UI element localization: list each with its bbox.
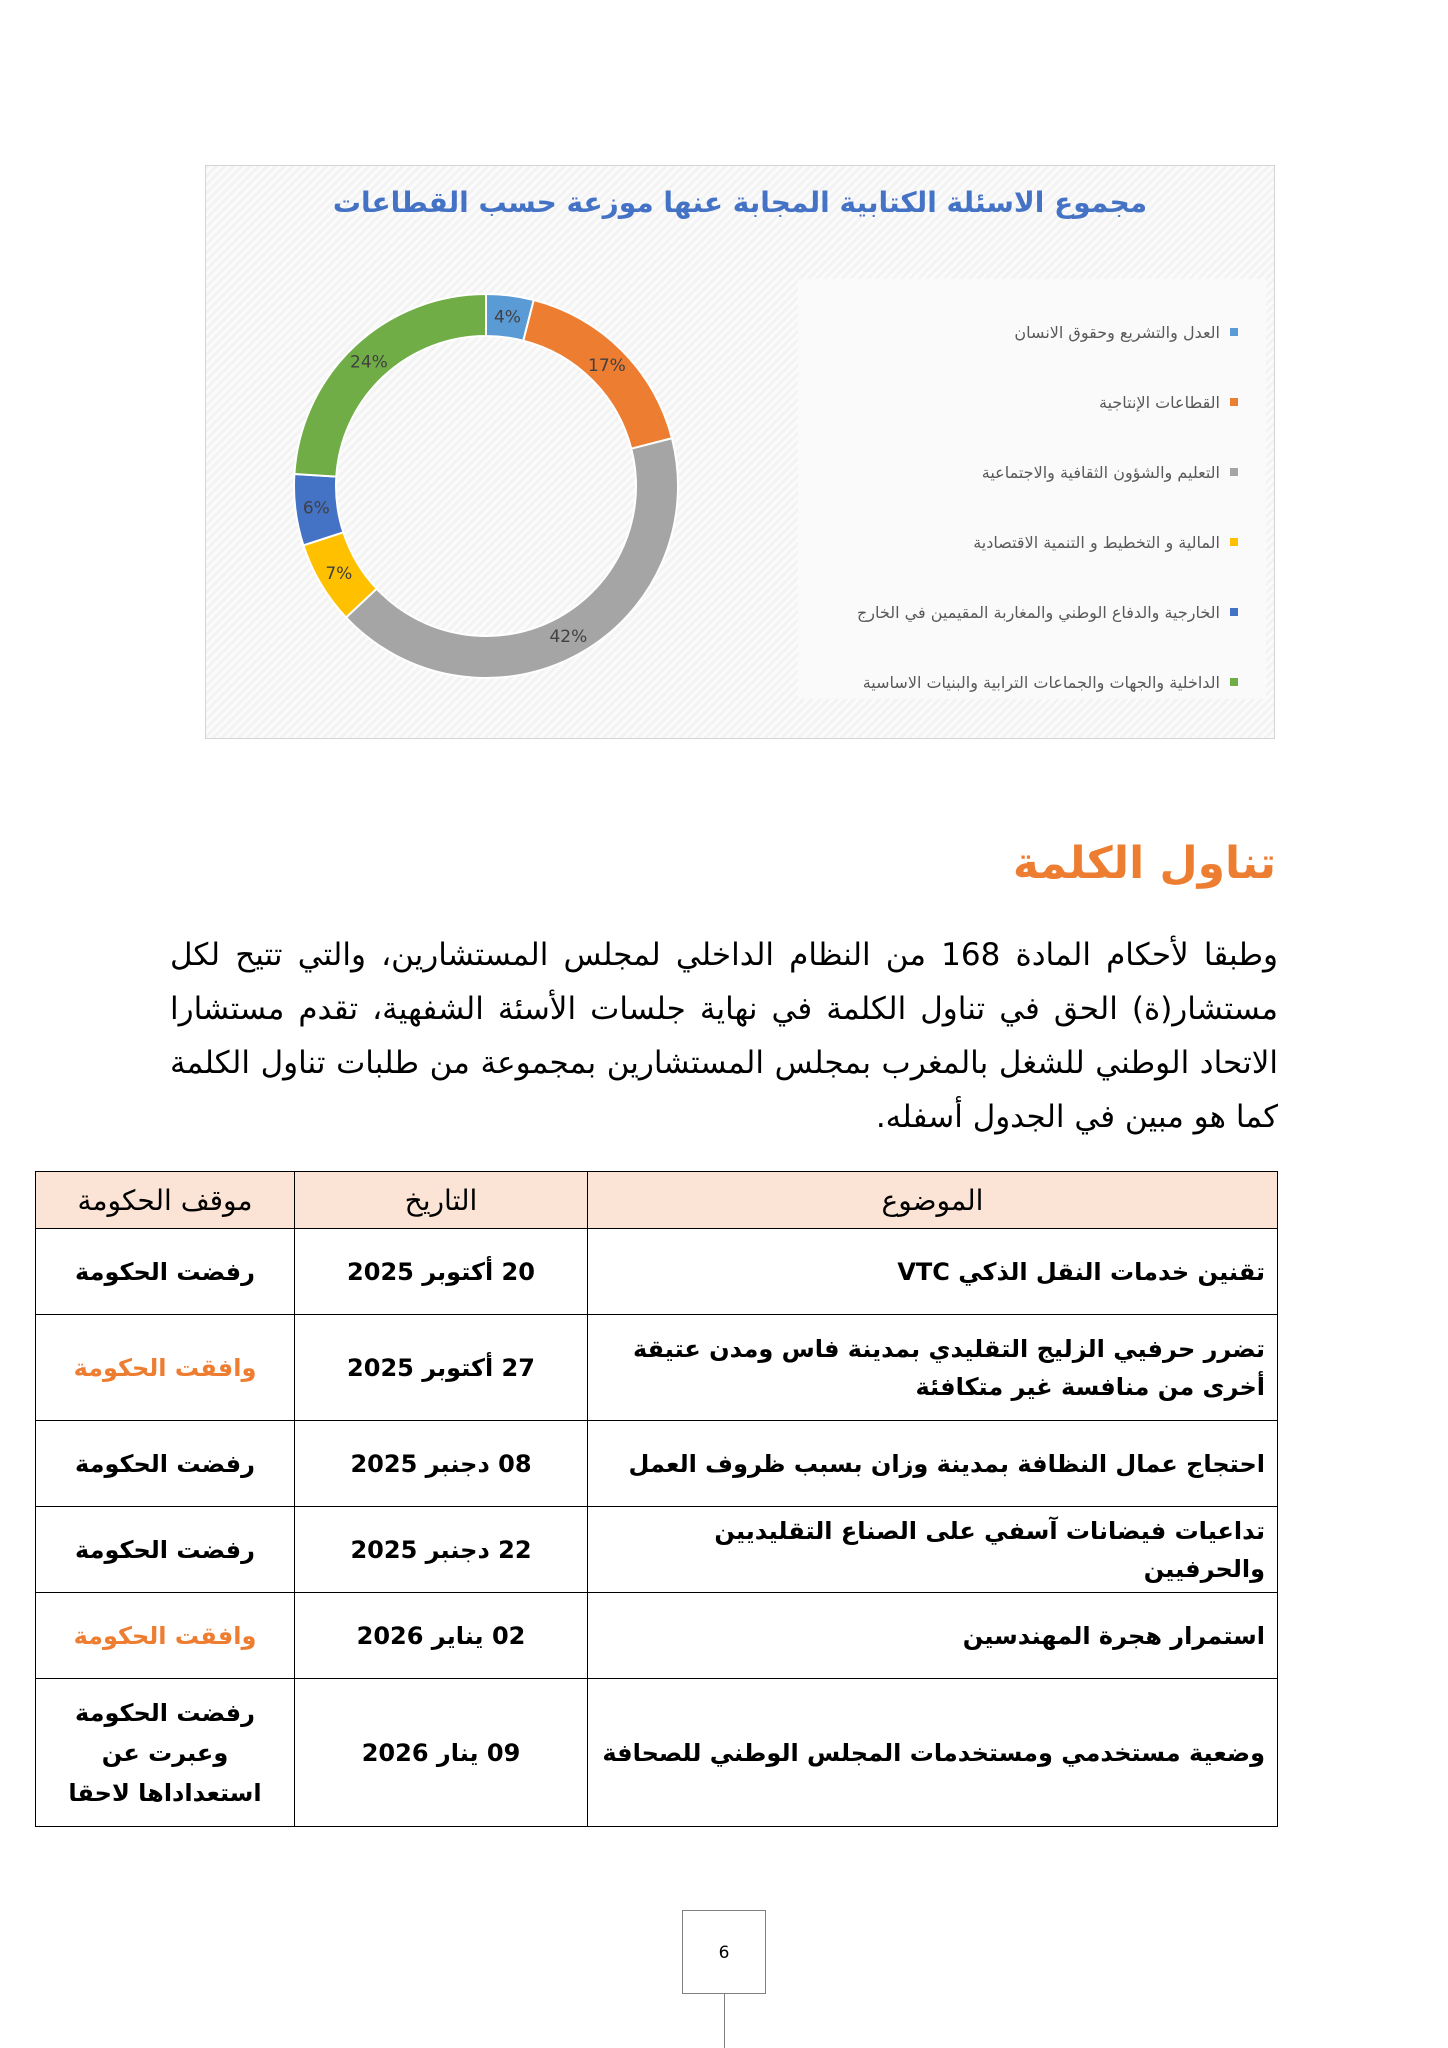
intro-paragraph: وطبقا لأحكام المادة 168 من النظام الداخل… — [170, 937, 1278, 1135]
cell-date: 08 دجنبر 2025 — [294, 1420, 588, 1507]
legend-swatch — [1230, 678, 1238, 686]
cell-position: رفضت الحكومة وعبرت عن استعداداها لاحقا — [35, 1678, 295, 1827]
cell-subject: تضرر حرفيي الزليج التقليدي بمدينة فاس وم… — [587, 1314, 1278, 1421]
legend-item: العدل والتشريع وحقوق الانسان — [808, 297, 1238, 367]
cell-position: رفضت الحكومة — [35, 1420, 295, 1507]
table-row: استمرار هجرة المهندسين 02 يناير 2026 واف… — [35, 1592, 1278, 1679]
legend-swatch — [1230, 468, 1238, 476]
table-row: تداعيات فيضانات آسفي على الصناع التقليدي… — [35, 1506, 1278, 1593]
cell-position: رفضت الحكومة — [35, 1228, 295, 1315]
cell-date: 02 يناير 2026 — [294, 1592, 588, 1679]
legend-swatch — [1230, 398, 1238, 406]
cell-date: 20 أكتوبر 2025 — [294, 1228, 588, 1315]
slice-label: 6% — [303, 498, 330, 518]
chart-title: مجموع الاسئلة الكتابية المجابة عنها موزع… — [332, 186, 1148, 219]
legend-item: التعليم والشؤون الثقافية والاجتماعية — [808, 437, 1238, 507]
table-row: وضعية مستخدمي ومستخدمات المجلس الوطني لل… — [35, 1678, 1278, 1827]
slice-label: 7% — [325, 564, 352, 584]
legend-label: العدل والتشريع وحقوق الانسان — [1014, 322, 1220, 342]
donut-slice — [344, 437, 679, 679]
cell-subject: تقنين خدمات النقل الذكي VTC — [587, 1228, 1278, 1315]
legend-label: القطاعات الإنتاجية — [1098, 392, 1220, 412]
chart-card: مجموع الاسئلة الكتابية المجابة عنها موزع… — [205, 165, 1275, 739]
header-subject: الموضوع — [587, 1171, 1278, 1229]
donut-slice — [293, 292, 487, 478]
table-row: احتجاج عمال النظافة بمدينة وزان بسبب ظرو… — [35, 1420, 1278, 1507]
cell-subject: استمرار هجرة المهندسين — [587, 1592, 1278, 1679]
cell-date: 22 دجنبر 2025 — [294, 1506, 588, 1593]
legend-label: المالية و التخطيط و التنمية الاقتصادية — [973, 532, 1220, 552]
page-number-stem — [724, 1994, 725, 2048]
cell-subject: احتجاج عمال النظافة بمدينة وزان بسبب ظرو… — [587, 1420, 1278, 1507]
header-position: موقف الحكومة — [35, 1171, 295, 1229]
cell-date: 09 ينار 2026 — [294, 1678, 588, 1827]
section-heading: تناول الكلمة — [1012, 838, 1276, 889]
talks-table: الموضوع التاريخ موقف الحكومة تقنين خدمات… — [35, 1171, 1278, 1827]
cell-position: وافقت الحكومة — [35, 1314, 295, 1421]
chart-legend: العدل والتشريع وحقوق الانسان القطاعات الإ… — [798, 279, 1266, 699]
legend-label: الداخلية والجهات والجماعات الترابية والب… — [862, 672, 1220, 692]
table-row: تضرر حرفيي الزليج التقليدي بمدينة فاس وم… — [35, 1314, 1278, 1421]
table-header-row: الموضوع التاريخ موقف الحكومة — [35, 1171, 1278, 1229]
slice-label: 42% — [549, 627, 587, 647]
page-number: 6 — [682, 1910, 766, 1994]
cell-subject: وضعية مستخدمي ومستخدمات المجلس الوطني لل… — [587, 1678, 1278, 1827]
slice-label: 4% — [494, 307, 521, 327]
header-date: التاريخ — [294, 1171, 588, 1229]
legend-item: الداخلية والجهات والجماعات الترابية والب… — [808, 647, 1238, 717]
cell-date: 27 أكتوبر 2025 — [294, 1314, 588, 1421]
legend-item: القطاعات الإنتاجية — [808, 367, 1238, 437]
legend-swatch — [1230, 328, 1238, 336]
legend-swatch — [1230, 538, 1238, 546]
slice-label: 17% — [588, 356, 626, 376]
legend-swatch — [1230, 608, 1238, 616]
cell-position: وافقت الحكومة — [35, 1592, 295, 1679]
cell-subject: تداعيات فيضانات آسفي على الصناع التقليدي… — [587, 1506, 1278, 1593]
legend-label: التعليم والشؤون الثقافية والاجتماعية — [981, 462, 1220, 482]
legend-item: المالية و التخطيط و التنمية الاقتصادية — [808, 507, 1238, 577]
legend-item: الخارجية والدفاع الوطني والمغاربة المقيم… — [808, 577, 1238, 647]
donut-chart: 4% 17% 42% 7% 6% 24% — [293, 292, 679, 679]
legend-label: الخارجية والدفاع الوطني والمغاربة المقيم… — [856, 602, 1220, 622]
cell-position: رفضت الحكومة — [35, 1506, 295, 1593]
slice-label: 24% — [350, 352, 388, 372]
table-row: تقنين خدمات النقل الذكي VTC 20 أكتوبر 20… — [35, 1228, 1278, 1315]
